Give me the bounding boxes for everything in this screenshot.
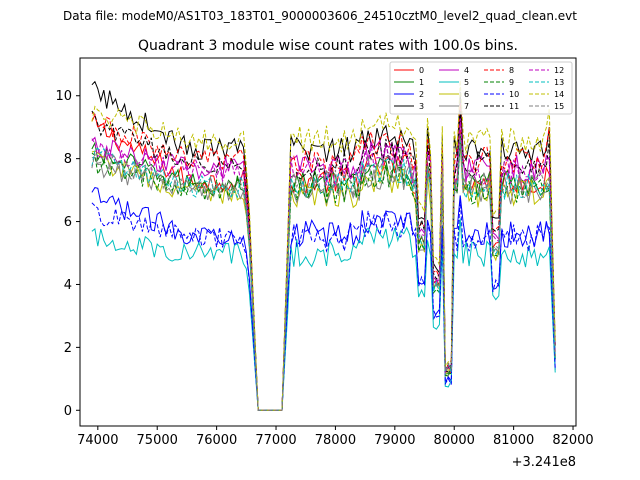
x-tick-label: 74000 — [77, 433, 118, 448]
legend-label-7: 7 — [464, 102, 469, 111]
legend-box — [389, 61, 573, 115]
legend-label-0: 0 — [419, 66, 424, 75]
series-line-5 — [91, 218, 556, 411]
series-line-8 — [91, 103, 556, 411]
chart-title: Quadrant 3 module wise count rates with … — [138, 38, 518, 54]
y-tick-label: 0 — [64, 404, 72, 419]
y-tick-label: 2 — [64, 341, 72, 356]
x-tick-label: 80000 — [434, 433, 475, 448]
legend-label-4: 4 — [464, 66, 469, 75]
legend-label-6: 6 — [464, 90, 469, 99]
x-offset-label: +3.241e8 — [512, 455, 576, 470]
y-tick-label: 10 — [55, 89, 72, 104]
y-tick-label: 8 — [64, 152, 72, 167]
x-tick-label: 79000 — [374, 433, 415, 448]
series-line-11 — [91, 110, 556, 411]
legend-label-2: 2 — [419, 90, 424, 99]
legend-label-15: 15 — [554, 102, 564, 111]
series-line-15 — [91, 133, 556, 411]
legend-label-1: 1 — [419, 78, 424, 87]
series-line-10 — [91, 199, 556, 411]
x-tick-label: 81000 — [493, 433, 534, 448]
series-line-14 — [91, 80, 556, 411]
legend-label-11: 11 — [509, 102, 519, 111]
series-line-12 — [91, 118, 556, 411]
legend-label-8: 8 — [509, 66, 514, 75]
legend-label-14: 14 — [554, 90, 564, 99]
legend-label-9: 9 — [509, 78, 514, 87]
y-tick-label: 6 — [64, 215, 72, 230]
x-tick-label: 78000 — [315, 433, 356, 448]
data-file-label: Data file: modeM0/AS1T03_183T01_90000036… — [63, 9, 577, 23]
y-tick-label: 4 — [64, 278, 72, 293]
axis-ticks: 74000 75000 76000 77000 78000 79000 80000 81000… — [55, 89, 593, 448]
series-line-4 — [91, 114, 556, 411]
x-tick-label: 75000 — [137, 433, 178, 448]
legend-label-12: 12 — [554, 66, 564, 75]
plot-area — [91, 80, 556, 411]
legend-label-10: 10 — [509, 90, 519, 99]
axes-frame — [79, 57, 577, 427]
legend-label-13: 13 — [554, 78, 564, 87]
series-line-0 — [91, 113, 556, 411]
series-line-9 — [91, 141, 556, 411]
legend-label-5: 5 — [464, 78, 469, 87]
legend-label-3: 3 — [419, 102, 424, 111]
x-tick-label: 77000 — [255, 433, 296, 448]
series-line-13 — [91, 137, 556, 411]
x-tick-label: 76000 — [196, 433, 237, 448]
x-tick-label: 82000 — [552, 433, 593, 448]
